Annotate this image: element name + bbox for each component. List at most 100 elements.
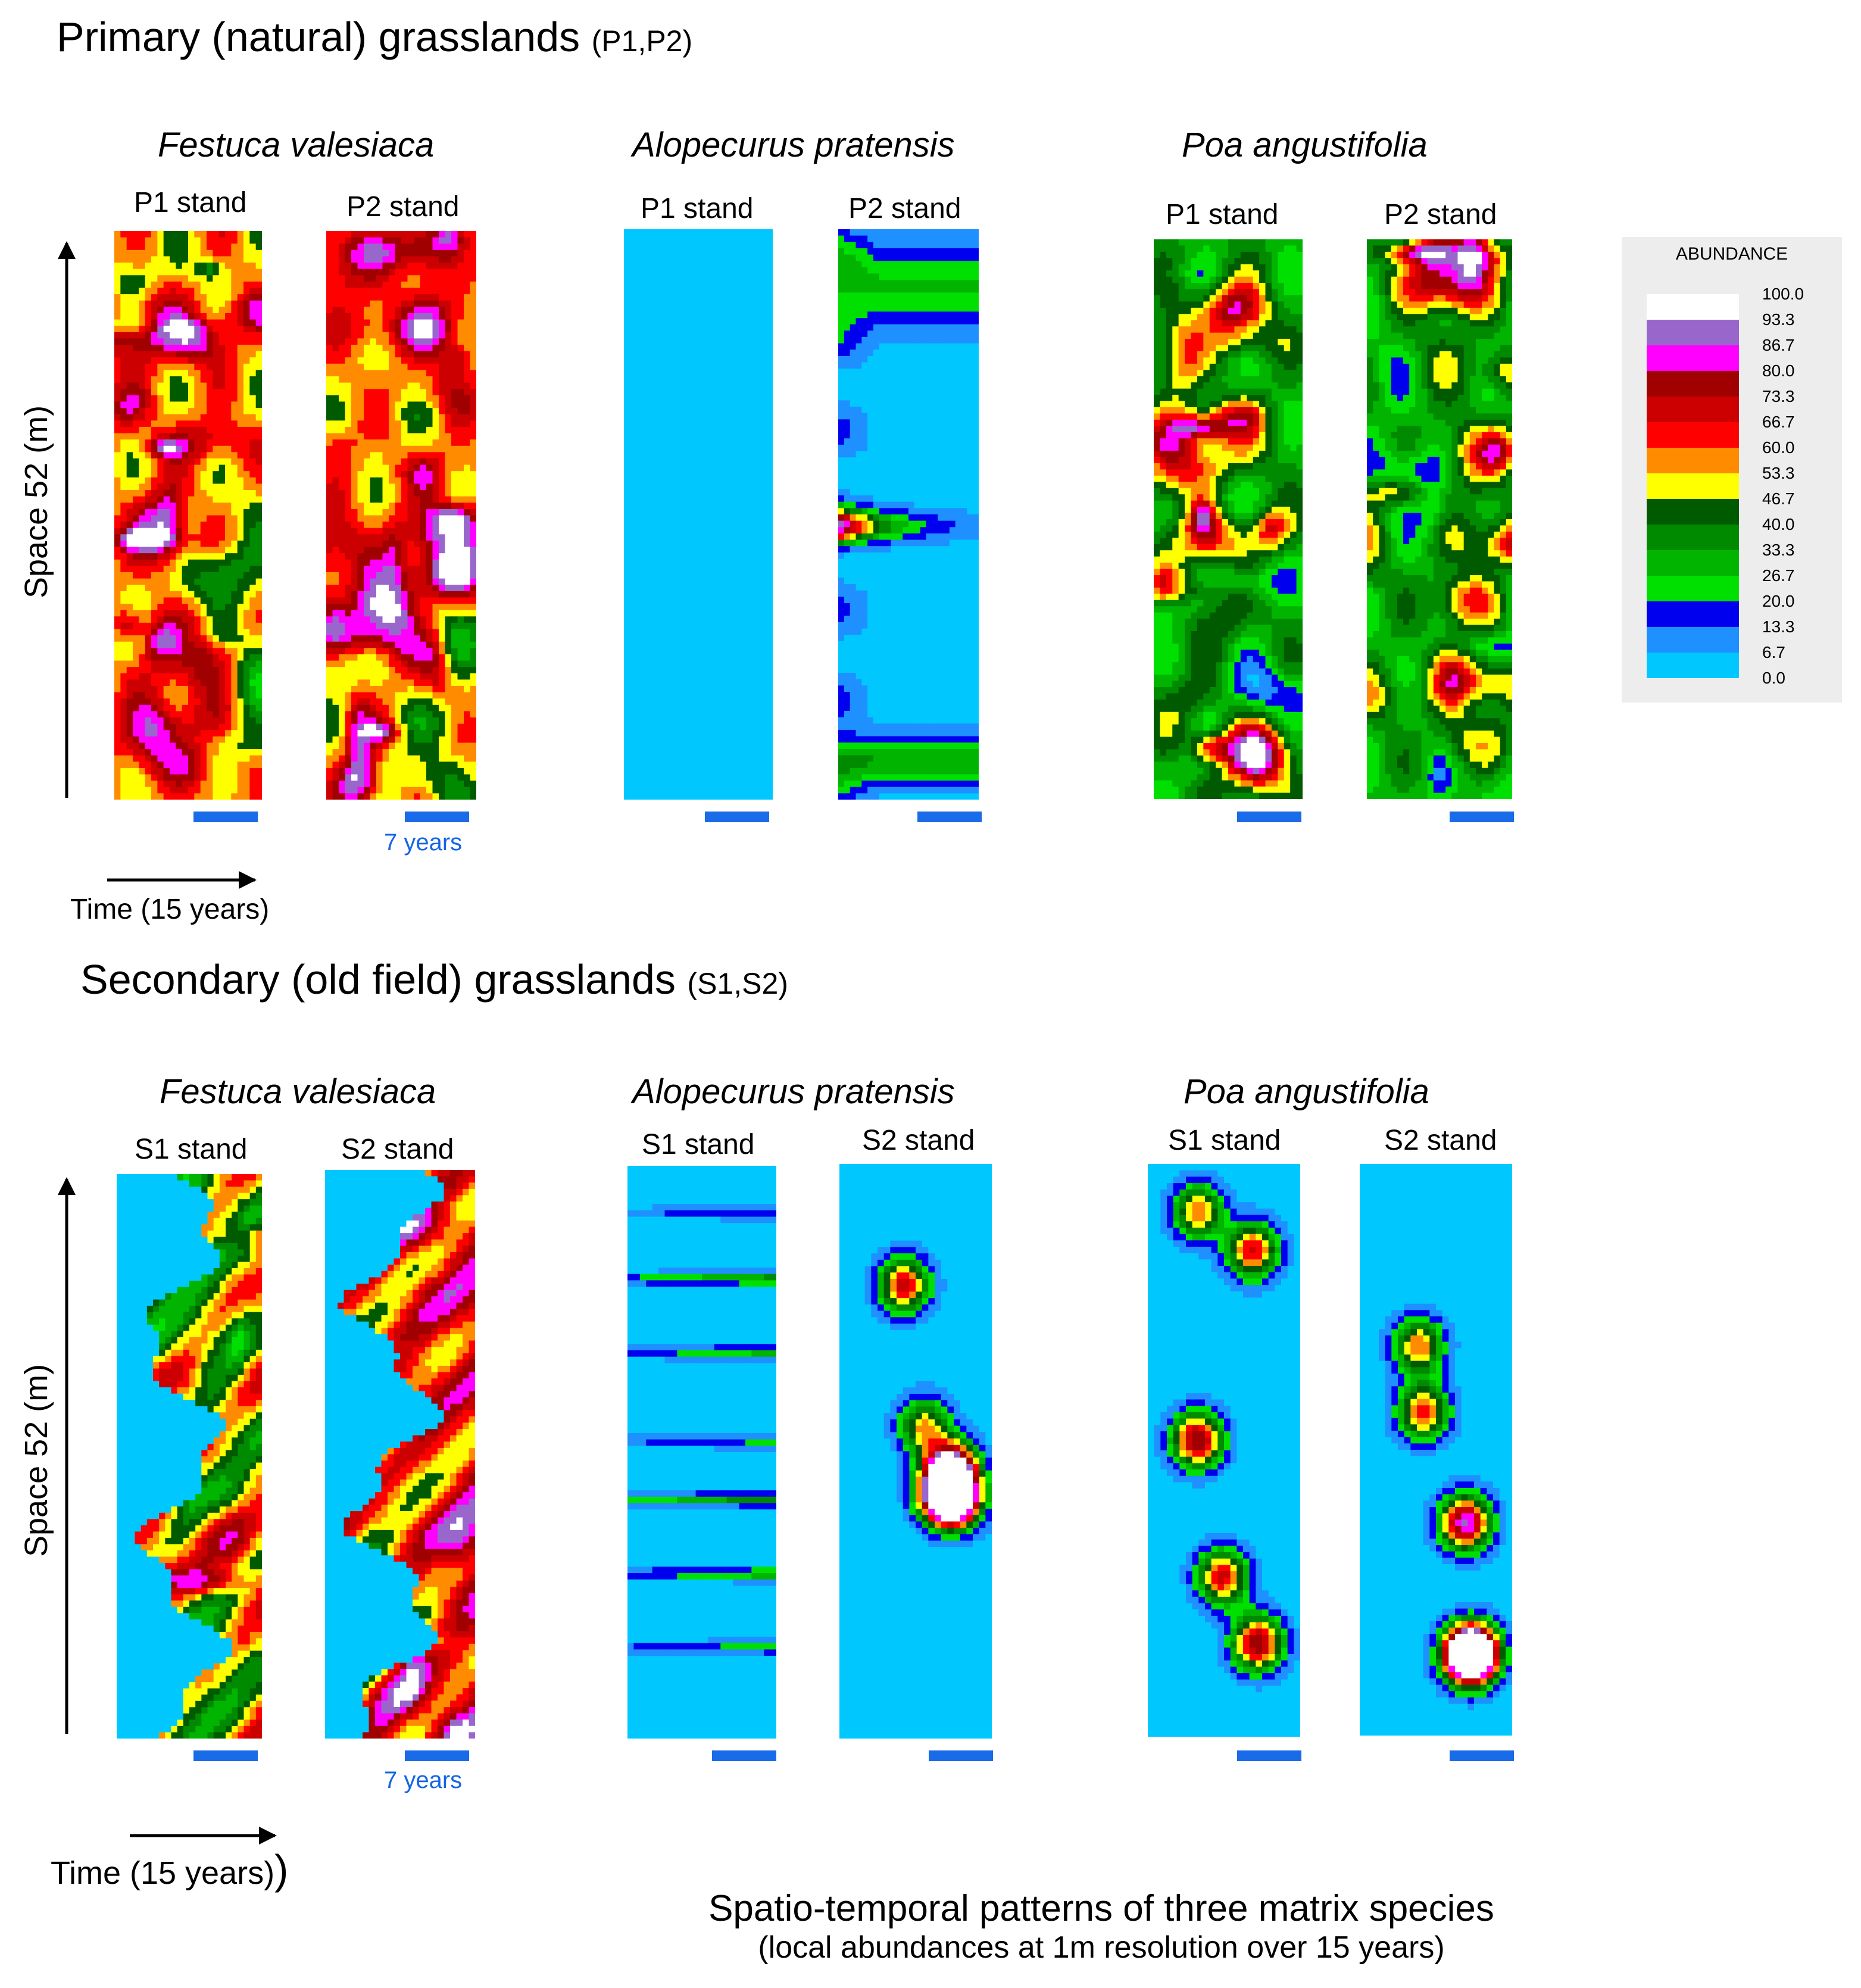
heatmap-cell [231,522,238,529]
heatmap-cell [225,704,232,712]
heatmap-cell [439,458,446,466]
heatmap-cell [401,244,408,251]
heatmap-cell [332,762,339,769]
heatmap-cell [414,357,421,364]
heatmap-cell [163,755,170,762]
heatmap-cell [382,622,389,630]
heatmap-cell [120,338,127,345]
heatmap-cell [255,263,262,270]
heatmap-cell [464,294,471,301]
heatmap-cell [414,231,421,238]
heatmap-cell [401,547,408,554]
heatmap-cell [213,572,220,579]
heatmap-cell [432,591,439,598]
heatmap-cell [213,382,220,389]
heatmap-cell [237,698,244,706]
heatmap-cell [237,767,244,775]
heatmap-cell [237,345,244,352]
heatmap-cell [464,281,471,289]
heatmap-cell [382,559,389,566]
heatmap-cell [407,717,414,725]
heatmap-cell [213,458,220,466]
heatmap-cell [145,376,152,383]
heatmap-cell [376,566,383,573]
heatmap-cell [345,736,352,744]
heatmap-cell [420,281,427,289]
heatmap-cell [218,660,226,667]
heatmap-cell [200,326,207,333]
heatmap-cell [470,263,476,270]
heatmap-cell [704,324,711,331]
heatmap-cell [748,261,755,268]
heatmap-cell [357,395,364,402]
heatmap-cell [389,420,396,427]
heatmap-cell [451,654,458,661]
heatmap-cell [145,553,152,560]
heatmap-cell [766,229,773,236]
heatmap-cell [420,389,427,396]
heatmap-cell [445,591,452,598]
heatmap-cell [389,445,396,452]
heatmap-cell [432,767,439,775]
heatmap-cell [457,244,464,251]
heatmap-cell [188,540,195,548]
heatmap-cell [151,445,158,452]
heatmap-cell [139,604,146,611]
heatmap-cell [723,235,730,242]
heatmap-cell [133,572,139,579]
heatmap-cell [401,231,408,238]
heatmap-cell [470,363,476,371]
heatmap-cell [426,477,433,485]
heatmap-cell [439,781,446,788]
heatmap-cell [432,471,439,478]
heatmap-cell [225,376,232,383]
heatmap-cell [414,711,421,718]
heatmap-cell [414,629,421,636]
heatmap-cell [170,528,176,535]
heatmap-cell [218,408,226,415]
heatmap-cell [182,522,189,529]
heatmap-cell [231,742,238,750]
heatmap-cell [357,408,364,415]
heatmap-cell [401,326,408,333]
heatmap-cell [642,355,650,363]
heatmap-cell [364,730,371,737]
heatmap-cell [420,332,427,339]
heatmap-cell [457,711,464,718]
heatmap-cell [218,635,226,642]
heatmap-cell [395,275,402,282]
heatmap-cell [194,679,201,686]
heatmap-cell [200,477,207,485]
heatmap-cell [255,477,262,485]
heatmap-cell [249,307,257,314]
heatmap-cell [692,369,699,376]
heatmap-cell [188,338,195,345]
heatmap-cell [182,445,189,452]
heatmap-cell [339,471,346,478]
heatmap-cell [636,388,643,395]
heatmap-cell [151,439,158,447]
heatmap-cell [218,591,226,598]
heatmap-cell [243,326,250,333]
heatmap-cell [139,231,146,238]
heatmap-cell [760,248,767,255]
heatmap-cell [698,349,705,357]
heatmap-cell [395,730,402,737]
heatmap-cell [120,730,127,737]
heatmap-cell [151,515,158,522]
heatmap-cell [382,496,389,503]
heatmap-cell [451,281,458,289]
heatmap-cell [326,477,333,485]
heatmap-cell [426,231,433,238]
heatmap-cell [760,267,767,274]
heatmap-cell [382,300,389,307]
heatmap-cell [414,244,421,251]
heatmap-cell [157,578,164,585]
heatmap-cell [457,781,464,788]
heatmap-cell [686,299,693,306]
heatmap-cell [326,629,333,636]
heatmap-cell [389,622,396,630]
heatmap-cell [407,363,414,371]
heatmap-cell [432,319,439,326]
heatmap-cell [182,231,189,238]
